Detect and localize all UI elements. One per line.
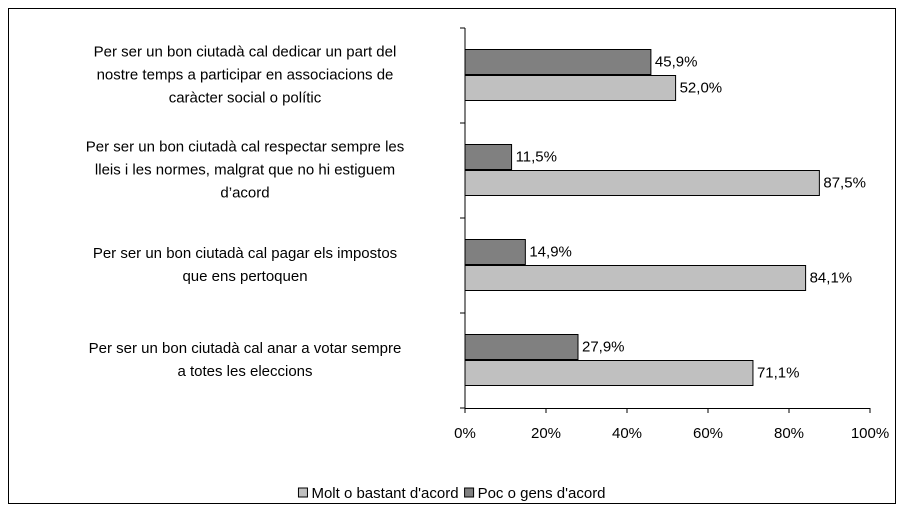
value-label: 71,1%: [757, 364, 800, 381]
bar: [464, 239, 526, 265]
value-label: 14,9%: [529, 243, 572, 260]
category-label: Per ser un bon ciutadà cal pagar els imp…: [93, 245, 397, 262]
x-tick-label: 20%: [531, 425, 561, 442]
value-label: 11,5%: [516, 148, 557, 165]
category-label: Per ser un bon ciutadà cal respectar sem…: [86, 138, 405, 155]
bar: [464, 170, 820, 196]
value-label: 45,9%: [655, 53, 698, 70]
legend-swatch: [297, 487, 308, 498]
legend-label: Molt o bastant d'acord: [311, 485, 458, 502]
legend-label: Poc o gens d'acord: [478, 485, 606, 502]
x-tick-label: 80%: [774, 425, 804, 442]
x-tick-label: 0%: [454, 425, 476, 442]
bar: [464, 265, 807, 291]
category-label: Per ser un bon ciutadà cal anar a votar …: [89, 340, 402, 357]
category-label: lleis i les normes, malgrat que no hi es…: [95, 161, 395, 178]
legend-swatch: [464, 487, 475, 498]
x-tick-label: 40%: [612, 425, 642, 442]
category-label: d’acord: [220, 184, 269, 201]
bar: [464, 49, 652, 75]
bar: [464, 360, 754, 386]
category-label: nostre temps a participar en associacion…: [97, 66, 394, 83]
bar: [464, 334, 579, 360]
category-label: Per ser un bon ciutadà cal dedicar un pa…: [94, 43, 397, 60]
bar: [464, 75, 677, 101]
value-label: 84,1%: [810, 269, 853, 286]
value-label: 52,0%: [680, 79, 723, 96]
bar: [464, 144, 513, 170]
chart-frame: [8, 8, 896, 504]
value-label: 87,5%: [823, 174, 866, 191]
category-label: a totes les eleccions: [177, 363, 312, 380]
value-label: 27,9%: [582, 338, 625, 355]
x-tick-label: 100%: [851, 425, 889, 442]
category-label: que ens pertoquen: [182, 268, 307, 285]
x-tick-label: 60%: [693, 425, 723, 442]
category-label: caràcter social o polític: [169, 89, 322, 106]
